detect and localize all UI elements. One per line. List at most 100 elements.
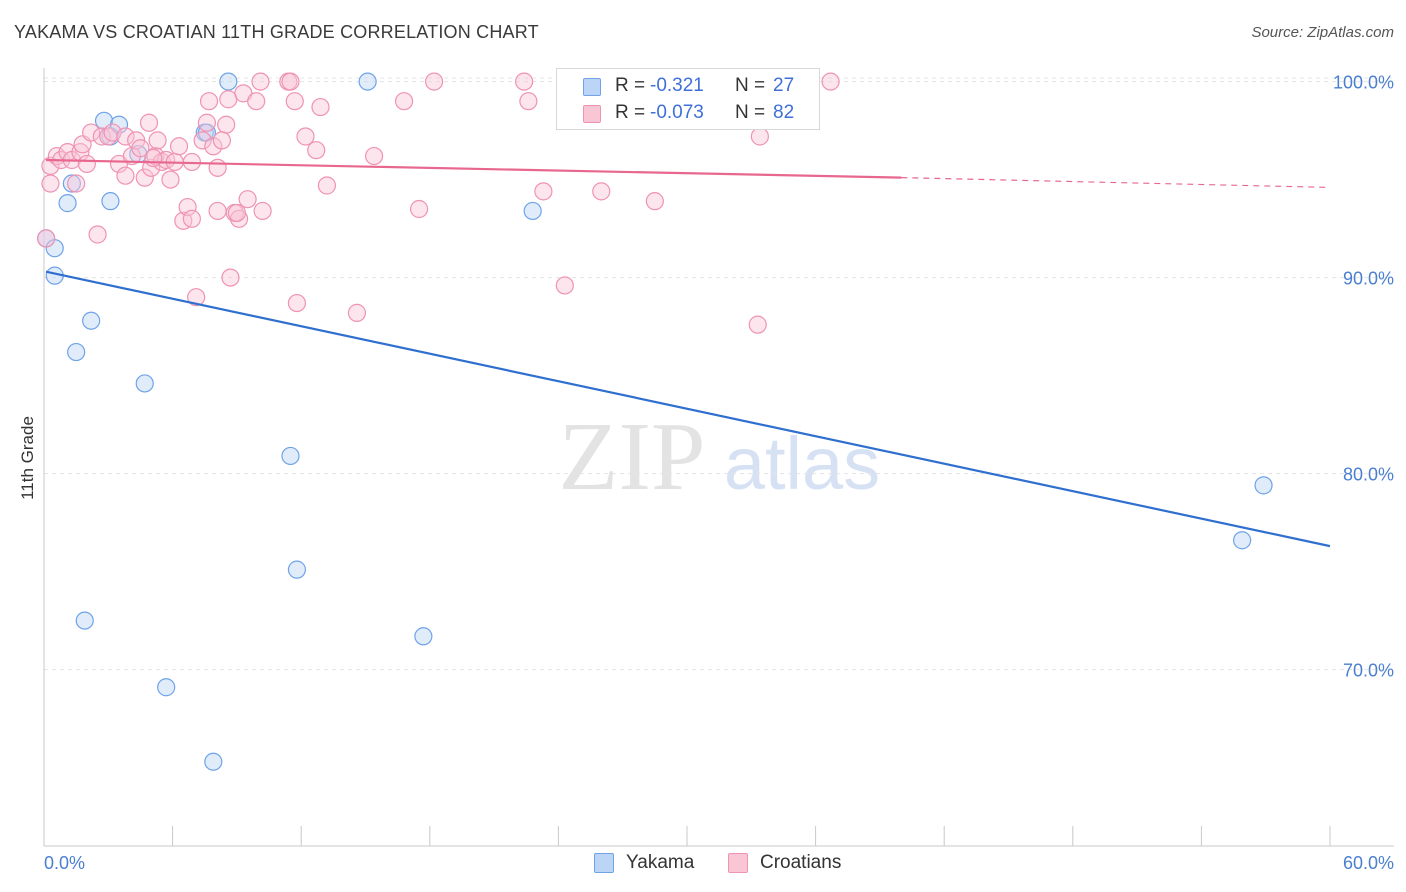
croatians-point: [187, 288, 206, 307]
data-points: [37, 72, 1273, 771]
trend-lines: [45, 158, 1331, 548]
croatians-point: [296, 127, 315, 146]
croatians-point: [178, 197, 197, 217]
yakama-point: [219, 72, 238, 91]
r-label: R =: [615, 75, 646, 96]
croatians-point: [197, 113, 216, 132]
croatians-trend-line: [45, 158, 902, 179]
croatians-point: [41, 174, 60, 193]
croatians-point: [592, 182, 611, 201]
n-value: 27: [773, 75, 795, 96]
stats-legend: R = -0.321 N = 27 R = -0.073 N = 82: [556, 68, 820, 130]
croatians-point: [116, 127, 135, 146]
croatians-point: [347, 303, 367, 322]
croatians-point: [212, 131, 231, 150]
yakama-point: [1254, 476, 1273, 495]
croatians-point: [409, 199, 429, 219]
yakama-point: [67, 342, 86, 362]
croatians-point: [394, 92, 414, 111]
croatians-point: [82, 123, 101, 142]
watermark-atlas: atlas: [724, 422, 880, 505]
r-value: -0.321: [650, 75, 704, 96]
yakama-point: [414, 627, 433, 646]
axes: [43, 68, 1394, 847]
croatians-point: [92, 127, 111, 146]
yakama-point: [58, 194, 77, 213]
croatians-point: [750, 127, 769, 146]
yakama-swatch: [583, 78, 601, 96]
croatians-point: [317, 176, 337, 195]
x-tick-label-min: 0.0%: [44, 853, 85, 873]
y-tick-label: 70.0%: [1343, 661, 1394, 681]
croatians-point: [238, 190, 257, 209]
x-tick-label-max: 60.0%: [1343, 853, 1394, 873]
croatians-point: [148, 131, 167, 150]
croatians-point: [253, 201, 272, 221]
watermark-zip: ZIP: [559, 403, 706, 511]
croatians-point: [555, 276, 574, 295]
grid: [44, 77, 1394, 671]
croatians-point: [88, 225, 107, 244]
yakama-point: [287, 560, 307, 579]
y-tick-label: 90.0%: [1343, 269, 1394, 289]
yakama-point: [82, 311, 101, 330]
croatians-trend-extension: [901, 177, 1331, 189]
croatians-point: [67, 174, 86, 193]
croatians-point: [424, 72, 444, 91]
croatians-point: [217, 115, 236, 134]
legend-label-yakama: Yakama: [626, 852, 695, 873]
croatians-point: [37, 229, 56, 248]
croatians-point: [307, 141, 326, 160]
croatians-point: [364, 146, 384, 166]
yakama-point: [281, 446, 300, 466]
croatians-point: [285, 92, 304, 111]
watermark: ZIP atlas: [559, 403, 881, 511]
croatians-point: [821, 72, 840, 91]
croatians-swatch: [583, 105, 601, 123]
r-value: -0.073: [650, 102, 704, 123]
croatians-point: [281, 72, 300, 91]
n-value: 82: [773, 102, 795, 123]
croatians-point: [144, 148, 163, 168]
croatians-point: [182, 209, 201, 228]
croatians-point: [131, 139, 150, 158]
croatians-point: [208, 201, 227, 221]
croatians-point: [247, 92, 266, 111]
croatians-point: [208, 158, 227, 177]
croatians-point: [227, 203, 246, 223]
yakama-point: [1233, 531, 1252, 550]
croatians-point: [251, 72, 270, 91]
croatians-point: [116, 166, 135, 185]
croatians-point: [77, 154, 96, 174]
croatians-point: [169, 137, 189, 156]
croatians-point: [41, 156, 60, 175]
tick-labels: 70.0% 80.0% 90.0% 100.0% 0.0% 60.0%: [44, 73, 1394, 873]
croatians-point: [519, 92, 538, 111]
n-label: N =: [735, 102, 766, 123]
croatians-point: [515, 72, 534, 91]
croatians-point: [221, 268, 240, 287]
r-label: R =: [615, 102, 646, 123]
y-tick-label: 100.0%: [1333, 73, 1394, 93]
croatians-legend-swatch: [728, 853, 748, 873]
yakama-point: [135, 374, 154, 393]
croatians-point: [139, 113, 159, 132]
source-label: Source: ZipAtlas.com: [1251, 24, 1394, 41]
croatians-point: [748, 315, 767, 334]
yakama-point: [157, 678, 176, 697]
yakama-point: [75, 611, 94, 630]
yakama-point: [62, 174, 81, 193]
croatians-point: [193, 131, 212, 150]
yakama-point: [523, 201, 542, 221]
croatians-point: [287, 293, 307, 313]
yakama-legend-swatch: [594, 853, 614, 873]
y-tick-label: 80.0%: [1343, 465, 1394, 485]
croatians-point: [534, 182, 553, 201]
yakama-point: [204, 752, 223, 771]
n-label: N =: [735, 75, 766, 96]
yakama-point: [358, 72, 377, 91]
croatians-point: [199, 92, 219, 111]
croatians-point: [311, 97, 330, 117]
legend-label-croatians: Croatians: [760, 852, 842, 873]
yakama-point: [101, 192, 120, 211]
